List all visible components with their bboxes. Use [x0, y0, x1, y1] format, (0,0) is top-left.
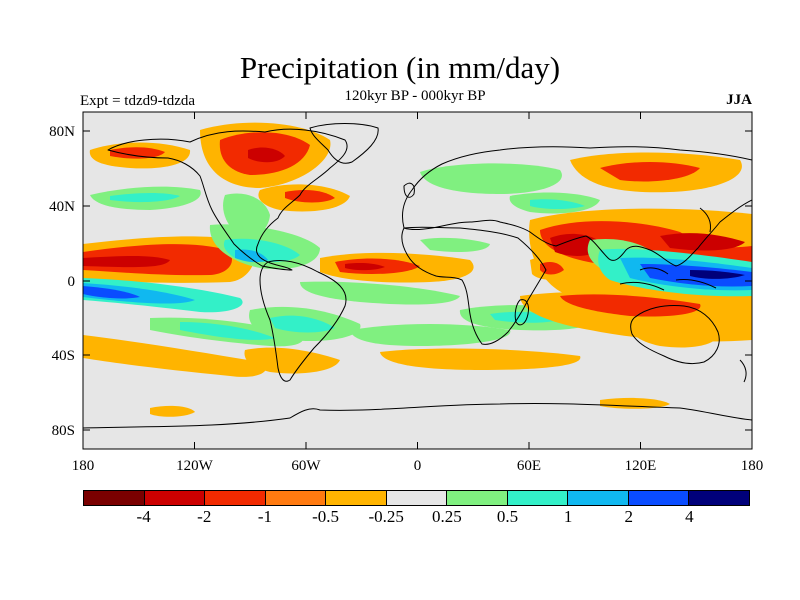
coastline-south-america: [259, 259, 347, 382]
anomaly-north-pacific-cyan: [110, 193, 180, 203]
coastline-japan: [699, 207, 711, 233]
season-label: JJA: [726, 92, 752, 108]
anomaly-maritime-max: [690, 270, 745, 279]
lat-tick-label: 80N: [49, 124, 75, 140]
colorbar-swatch: [628, 491, 690, 505]
colorbar-swatch: [689, 491, 750, 505]
anomaly-field: [83, 122, 752, 417]
colorbar-swatch: [265, 491, 327, 505]
axis-labels: 80N 40N 0 40S 80S 180 120W 60W 0 60E 120E 180: [49, 124, 763, 474]
anomaly-east-africa-red: [540, 262, 564, 275]
anomaly-central-asia-cyan: [530, 199, 585, 209]
anomaly-south-pacific-orange: [83, 335, 266, 377]
anomaly-south-pacific-cyan: [180, 322, 275, 340]
chart-subtitle: 120kyr BP - 000kyr BP: [344, 88, 486, 104]
anomaly-north-atlantic-red: [285, 190, 335, 203]
anomaly-atlantic-eq-green: [300, 281, 460, 305]
colorbar-label: -0.5: [312, 507, 339, 526]
colorbar-swatch: [326, 491, 387, 505]
colorbar-swatch: [568, 491, 629, 505]
anomaly-pacific-eq-blue: [83, 283, 195, 304]
coastlines: [83, 123, 752, 429]
coastline-indonesia: [619, 267, 717, 291]
colorbar: [83, 490, 750, 506]
colorbar-swatch: [144, 491, 206, 505]
colorbar-label: -2: [197, 507, 212, 526]
lat-tick-label: 0: [68, 274, 76, 290]
anomaly-pacific-eq-strong: [83, 286, 140, 299]
colorbar-label: -0.25: [368, 507, 404, 526]
colorbar-label: 1: [563, 507, 573, 526]
anomaly-antarctic-orange: [150, 405, 195, 417]
colorbar-label: 0.25: [431, 507, 462, 526]
anomaly-siberia-red: [600, 162, 700, 182]
anomaly-europe-green: [420, 163, 562, 194]
colorbar-label: -1: [257, 507, 272, 526]
anomaly-south-indian-red: [560, 294, 701, 317]
colorbar-label: -4: [136, 507, 151, 526]
lon-tick-label: 120W: [176, 458, 214, 474]
coastline-antarctica: [83, 402, 752, 429]
coastline-madagascar: [514, 299, 529, 326]
anomaly-pacific-north-darkred: [83, 256, 170, 268]
anomaly-south-atlantic-orange: [244, 347, 340, 374]
lon-tick-label: 180: [741, 458, 764, 474]
colorbar-label: 2: [624, 507, 633, 526]
experiment-label: Expt = tdzd9-tdzda: [80, 93, 196, 109]
anomaly-southern-ocean-orange: [380, 348, 581, 370]
lat-tick-label: 40N: [49, 199, 75, 215]
anomaly-canada-darkred: [248, 147, 285, 163]
colorbar-swatch: [507, 491, 569, 505]
colorbar-swatch: [447, 491, 508, 505]
lon-tick-label: 0: [414, 458, 422, 474]
anomaly-alaska-red: [110, 147, 165, 159]
colorbar-swatch: [84, 491, 145, 505]
coastline-north-america: [107, 128, 348, 271]
coastline-africa: [401, 226, 547, 345]
anomaly-southern-ocean-green: [350, 324, 511, 346]
lon-tick-label: 60W: [291, 458, 321, 474]
lat-tick-label: 80S: [52, 423, 75, 439]
anomaly-sahel-green: [420, 237, 490, 252]
lon-tick-label: 120E: [625, 458, 657, 474]
lon-tick-label: 180: [72, 458, 95, 474]
anomaly-antarctic-orange-2: [600, 397, 670, 409]
anomaly-australia-orange: [629, 320, 720, 348]
lon-tick-label: 60E: [517, 458, 541, 474]
colorbar-swatch: [386, 491, 448, 505]
colorbar-swatch: [205, 491, 266, 505]
axis-ticks: [82, 112, 753, 449]
coastline-eurasia: [401, 146, 752, 267]
coastline-new-zealand: [739, 359, 747, 383]
colorbar-label: 4: [685, 507, 694, 526]
colorbar-label: 0.5: [496, 507, 519, 526]
chart-title: Precipitation (in mm/day): [239, 50, 561, 85]
coastline-greenland: [309, 123, 379, 164]
anomaly-south-america-cyan: [270, 315, 335, 333]
coastline-australia: [630, 305, 720, 365]
lat-tick-label: 40S: [52, 348, 75, 364]
coastline-uk: [403, 182, 415, 198]
anomaly-atlantic-itcz-darkred: [345, 263, 385, 271]
